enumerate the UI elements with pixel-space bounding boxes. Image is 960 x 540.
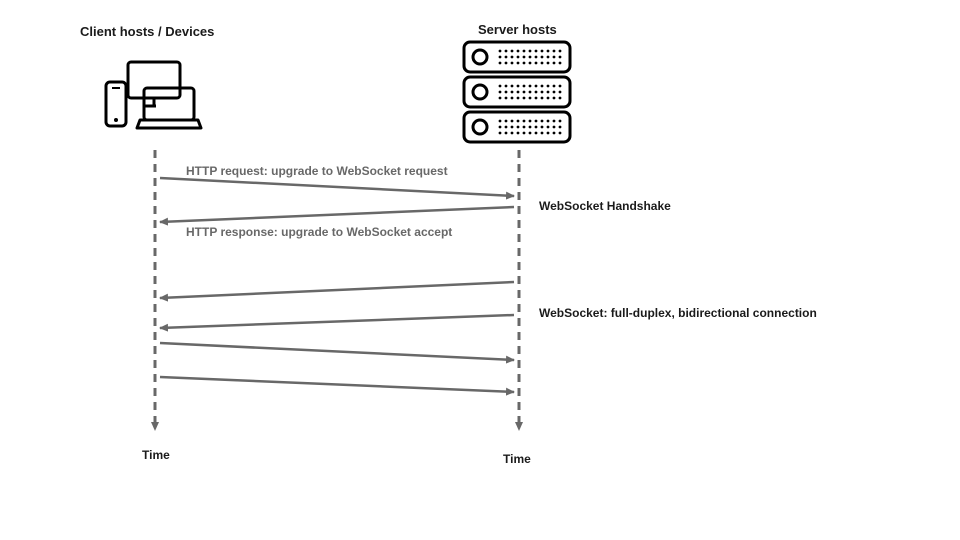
message-arrow-4 [160,343,514,360]
message-arrow-2 [160,282,514,298]
message-arrow-1 [160,207,514,222]
client-devices-icon [106,62,201,128]
server-stack-icon [464,42,570,142]
message-arrow-0 [160,178,514,196]
websocket-sequence-diagram [0,0,960,540]
message-arrow-3 [160,315,514,328]
message-arrow-5 [160,377,514,392]
